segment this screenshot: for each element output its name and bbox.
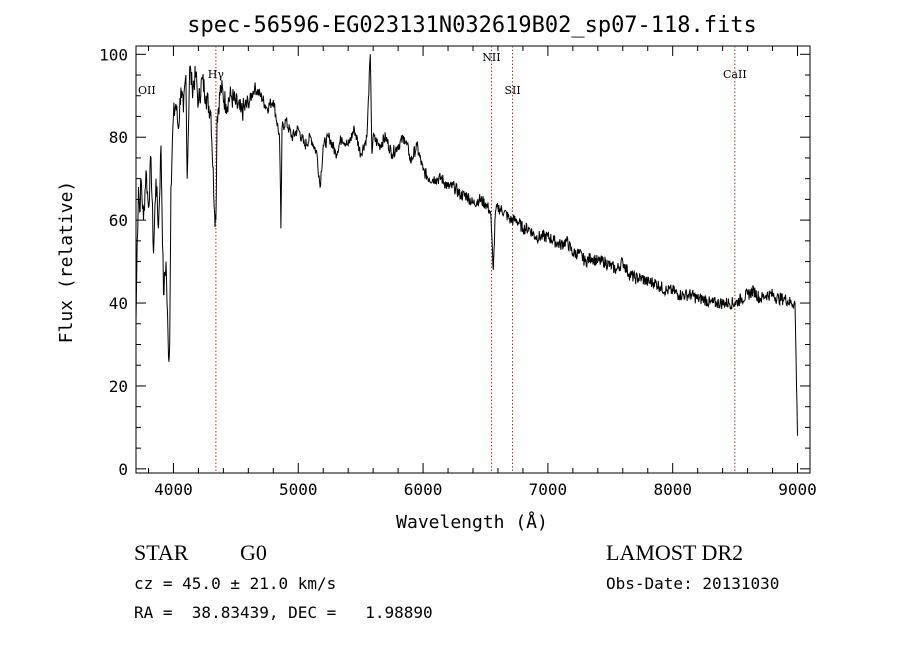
- line-label-4: CaII: [723, 68, 747, 81]
- x-tick-label-3: 7000: [529, 480, 568, 499]
- y-tick-label-0: 0: [118, 460, 128, 479]
- redshift-velocity: cz = 45.0 ± 21.0 km/s: [134, 574, 337, 593]
- spectrum-chart: spec-56596-EG023131N032619B02_sp07-118.f…: [56, 13, 817, 533]
- x-tick-label-4: 8000: [653, 480, 692, 499]
- y-tick-label-2: 40: [109, 294, 128, 313]
- observation-date: Obs-Date: 20131030: [606, 574, 780, 593]
- y-axis-label: Flux (relative): [56, 181, 77, 344]
- y-tick-label-4: 80: [109, 128, 128, 147]
- x-tick-label-1: 5000: [279, 480, 318, 499]
- y-tick-label-5: 100: [99, 45, 128, 64]
- survey-name: LAMOST DR2: [606, 540, 744, 565]
- spectrum-line: [135, 54, 798, 436]
- line-label-2: NII: [482, 51, 500, 64]
- line-label-3: SII: [504, 84, 520, 97]
- line-label-0: OII: [138, 84, 156, 97]
- object-type: STAR: [134, 540, 189, 565]
- x-tick-label-0: 4000: [154, 480, 193, 499]
- y-tick-label-3: 60: [109, 211, 128, 230]
- y-tick-label-1: 20: [109, 377, 128, 396]
- emission-line-labels: OII Hγ NII SII CaII: [138, 51, 747, 97]
- x-axis-ticks: 4000 5000 6000 7000 8000 9000: [147, 46, 817, 499]
- x-tick-label-5: 9000: [778, 480, 817, 499]
- emission-line-markers: [215, 46, 736, 473]
- y-axis-ticks: 0 20 40 60 80 100: [99, 45, 810, 479]
- spectral-subclass: G0: [240, 540, 267, 565]
- x-tick-label-2: 6000: [404, 480, 443, 499]
- coordinates: RA = 38.83439, DEC = 1.98890: [134, 603, 433, 622]
- chart-title: spec-56596-EG023131N032619B02_sp07-118.f…: [187, 13, 757, 38]
- x-axis-label: Wavelength (Å): [396, 511, 548, 533]
- plot-frame: [135, 45, 811, 474]
- line-label-1: Hγ: [208, 68, 225, 81]
